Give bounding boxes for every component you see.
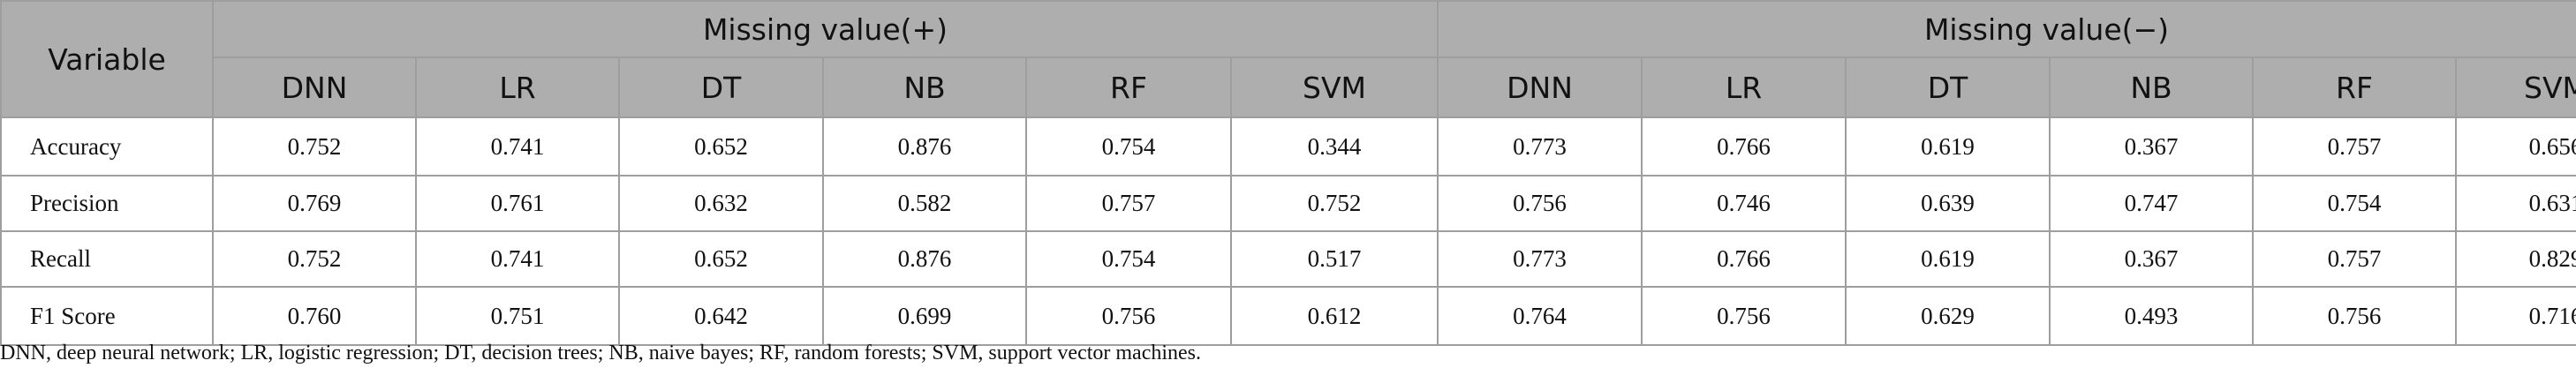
table-cell: 0.632 — [618, 175, 824, 232]
table-cell: 0.766 — [1641, 116, 1847, 176]
table-cell: 0.766 — [1641, 230, 1847, 288]
table-row: Recall 0.752 0.741 0.652 0.876 0.754 0.5… — [0, 230, 2576, 288]
table-cell: 0.642 — [618, 286, 824, 346]
table-cell: 0.493 — [2049, 286, 2254, 346]
table-row: F1 Score 0.760 0.751 0.642 0.699 0.756 0… — [0, 286, 2576, 346]
table-cell: 0.582 — [822, 175, 1027, 232]
table-cell: 0.619 — [1845, 230, 2051, 288]
table-cell: 0.652 — [618, 230, 824, 288]
table-cell: 0.699 — [822, 286, 1027, 346]
results-table: Variable Missing value(+) Missing value(… — [0, 0, 2576, 346]
table-cell: 0.754 — [2252, 175, 2457, 232]
table-cell: 0.754 — [1025, 116, 1232, 176]
table-cell: 0.517 — [1230, 230, 1439, 288]
table-cell: 0.612 — [1230, 286, 1439, 346]
model-header-lr: LR — [1641, 56, 1847, 118]
group-header-row: Variable Missing value(+) Missing value(… — [0, 0, 2576, 118]
table-cell: 0.764 — [1437, 286, 1643, 346]
table-cell: 0.769 — [212, 175, 417, 232]
table-cell: 0.756 — [1437, 175, 1643, 232]
table-cell: 0.746 — [1641, 175, 1847, 232]
table-cell: 0.757 — [2252, 230, 2457, 288]
table-cell: 0.639 — [1845, 175, 2051, 232]
model-header-dnn: DNN — [212, 56, 417, 118]
variable-column-header: Variable — [0, 0, 214, 118]
table-cell: 0.752 — [1230, 175, 1439, 232]
table-row: Precision 0.769 0.761 0.632 0.582 0.757 … — [0, 175, 2576, 232]
table-cell: 0.761 — [415, 175, 620, 232]
table-cell: 0.757 — [1025, 175, 1232, 232]
table-cell: 0.756 — [1641, 286, 1847, 346]
table-cell: 0.619 — [1845, 116, 2051, 176]
table-cell: 0.756 — [1025, 286, 1232, 346]
table-cell: 0.754 — [1025, 230, 1232, 288]
model-header-svm: SVM — [2455, 56, 2576, 118]
table-cell: 0.367 — [2049, 116, 2254, 176]
model-header-row: DNN LR DT NB RF SVM DNN LR DT NB RF SVM — [1, 56, 2576, 118]
table-cell: 0.760 — [212, 286, 417, 346]
table-cell: 0.652 — [618, 116, 824, 176]
row-label: Accuracy — [0, 116, 214, 176]
group-header-missing-minus: Missing value(−) — [1437, 0, 2576, 58]
table-cell: 0.656 — [2455, 116, 2576, 176]
table-cell: 0.629 — [1845, 286, 2051, 346]
table-cell: 0.876 — [822, 230, 1027, 288]
model-header-dnn: DNN — [1437, 56, 1643, 118]
group-header-missing-plus: Missing value(+) — [212, 0, 1439, 58]
table-row: Accuracy 0.752 0.741 0.652 0.876 0.754 0… — [0, 116, 2576, 176]
table-cell: 0.773 — [1437, 230, 1643, 288]
table-cell: 0.367 — [2049, 230, 2254, 288]
table-cell: 0.716 — [2455, 286, 2576, 346]
table-cell: 0.757 — [2252, 116, 2457, 176]
row-label: Recall — [0, 230, 214, 288]
table-cell: 0.741 — [415, 230, 620, 288]
table-cell: 0.741 — [415, 116, 620, 176]
row-label: F1 Score — [0, 286, 214, 346]
table-cell: 0.773 — [1437, 116, 1643, 176]
table-cell: 0.751 — [415, 286, 620, 346]
model-header-lr: LR — [415, 56, 620, 118]
model-header-rf: RF — [1025, 56, 1232, 118]
table-cell: 0.631 — [2455, 175, 2576, 232]
model-header-dt: DT — [1845, 56, 2051, 118]
model-header-rf: RF — [2252, 56, 2457, 118]
table-cell: 0.876 — [822, 116, 1027, 176]
table-cell: 0.747 — [2049, 175, 2254, 232]
table-cell: 0.344 — [1230, 116, 1439, 176]
table-cell: 0.829 — [2455, 230, 2576, 288]
table-cell: 0.752 — [212, 116, 417, 176]
model-header-nb: NB — [822, 56, 1027, 118]
model-header-dt: DT — [618, 56, 824, 118]
table-cell: 0.752 — [212, 230, 417, 288]
table-footnote: DNN, deep neural network; LR, logistic r… — [0, 342, 1202, 364]
model-header-nb: NB — [2049, 56, 2254, 118]
table-cell: 0.756 — [2252, 286, 2457, 346]
row-label: Precision — [0, 175, 214, 232]
model-header-svm: SVM — [1230, 56, 1439, 118]
